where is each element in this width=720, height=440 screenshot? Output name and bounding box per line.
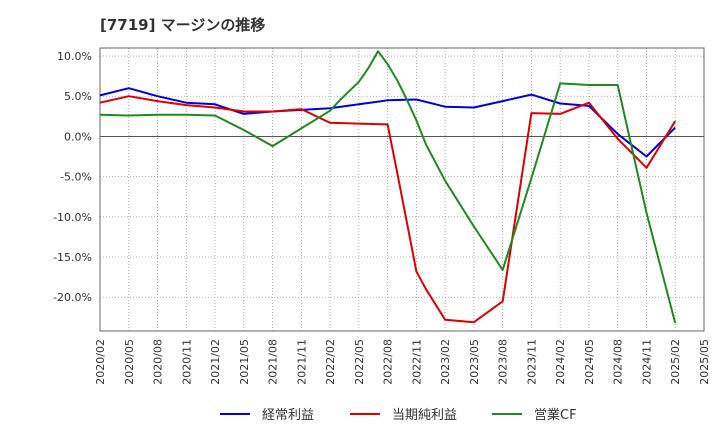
x-tick-label: 2025/02 [669, 339, 682, 385]
y-tick-label: -20.0% [53, 291, 92, 304]
x-axis-tick-labels: 2020/02 2020/05 2020/08 2020/11 2021/02 2021/… [94, 339, 711, 385]
y-tick-label: -5.0% [60, 171, 92, 184]
series-line-2 [99, 95, 677, 324]
x-tick-label: 2022/08 [382, 339, 395, 385]
chart-title: [7719] マージンの推移 [100, 16, 266, 34]
x-tick-label: 2022/05 [353, 339, 366, 385]
x-tick-label: 2021/02 [209, 339, 222, 385]
x-tick-label: 2021/05 [238, 339, 251, 385]
x-tick-label: 2023/08 [497, 339, 510, 385]
series-layer [99, 50, 677, 324]
legend-label-1: 経常利益 [262, 408, 314, 423]
x-tick-label: 2022/11 [410, 339, 423, 385]
y-axis-tick-labels: 10.0% 5.0% 0.0% -5.0% -10.0% -15.0% -20.0% [53, 50, 92, 304]
legend-label-2: 当期純利益 [392, 408, 457, 423]
y-tick-label: 0.0% [64, 130, 92, 143]
x-tick-label: 2023/05 [468, 339, 481, 385]
x-tick-label: 2020/05 [123, 339, 136, 385]
x-tick-label: 2025/05 [698, 339, 711, 385]
plot-area-frame [99, 47, 705, 332]
grid-layer [100, 48, 704, 331]
x-tick-label: 2024/11 [640, 339, 653, 385]
x-tick-label: 2024/08 [612, 339, 625, 385]
y-tick-label: -10.0% [53, 211, 92, 224]
x-tick-label: 2022/02 [324, 339, 337, 385]
y-tick-label: 5.0% [64, 90, 92, 103]
y-tick-label: -15.0% [53, 251, 92, 264]
x-tick-label: 2020/08 [152, 339, 165, 385]
x-tick-label: 2024/05 [583, 339, 596, 385]
y-tick-label: 10.0% [57, 50, 92, 63]
x-tick-label: 2024/02 [554, 339, 567, 385]
x-tick-label: 2020/11 [180, 339, 193, 385]
legend: 経常利益 当期純利益 営業CF [220, 407, 577, 423]
legend-label-3: 営業CF [534, 407, 577, 423]
series-line-3 [99, 50, 677, 324]
x-tick-label: 2021/08 [267, 339, 280, 385]
x-tick-label: 2020/02 [94, 339, 107, 385]
x-tick-label: 2021/11 [295, 339, 308, 385]
x-tick-label: 2023/11 [525, 339, 538, 385]
x-tick-label: 2023/02 [439, 339, 452, 385]
series-line-1 [99, 87, 676, 158]
